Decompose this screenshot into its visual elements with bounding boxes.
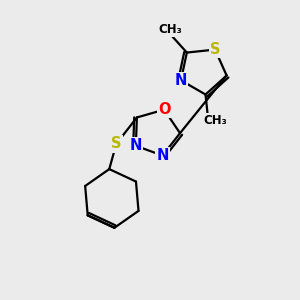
Text: N: N xyxy=(175,73,187,88)
Text: S: S xyxy=(111,136,122,152)
Text: O: O xyxy=(158,102,170,117)
Text: CH₃: CH₃ xyxy=(204,114,227,128)
Text: S: S xyxy=(210,42,220,57)
Text: N: N xyxy=(156,148,169,163)
Text: N: N xyxy=(130,138,142,153)
Text: CH₃: CH₃ xyxy=(159,23,182,36)
